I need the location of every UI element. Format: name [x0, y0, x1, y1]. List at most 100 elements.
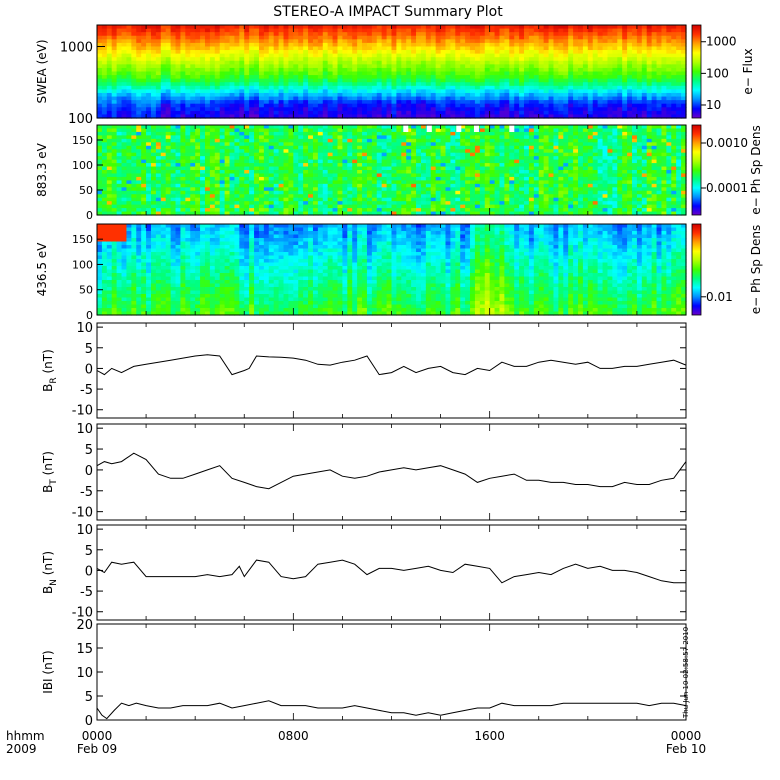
heatmap-cell: [180, 180, 186, 185]
heatmap-cell: [303, 92, 309, 98]
heatmap-cell: [411, 78, 417, 83]
heatmap-cell: [578, 46, 584, 51]
heatmap-cell: [376, 183, 383, 188]
heatmap-cell: [681, 82, 687, 87]
heatmap-cell: [396, 173, 402, 178]
heatmap-cell: [224, 92, 231, 98]
heatmap-cell: [170, 142, 177, 147]
heatmap-cell: [278, 197, 285, 202]
heatmap-cell: [396, 42, 402, 48]
heatmap-cell: [681, 75, 687, 80]
heatmap-cell: [150, 131, 157, 136]
heatmap-cell: [568, 107, 574, 112]
heatmap-cell: [371, 100, 378, 105]
heatmap-cell: [111, 170, 118, 175]
heatmap-cell: [185, 110, 191, 116]
heatmap-cell: [406, 110, 412, 116]
heatmap-cell: [352, 125, 358, 130]
heatmap-cell: [170, 156, 177, 161]
heatmap-cell: [386, 173, 393, 178]
heatmap-cell: [293, 107, 299, 112]
heatmap-cell: [209, 25, 216, 30]
heatmap-cell: [209, 114, 216, 119]
heatmap-cell: [622, 96, 628, 101]
heatmap-cell: [528, 96, 535, 101]
heatmap-cell: [155, 96, 162, 101]
heatmap-cell: [411, 46, 417, 51]
heatmap-cell: [303, 163, 309, 168]
heatmap-cell: [185, 64, 191, 69]
heatmap-cell: [671, 28, 677, 33]
heatmap-cell: [440, 85, 447, 90]
heatmap-cell: [411, 89, 417, 94]
heatmap-cell: [347, 78, 353, 83]
heatmap-cell: [273, 135, 280, 140]
heatmap-cell: [386, 204, 393, 209]
heatmap-cell: [666, 57, 672, 62]
heatmap-cell: [465, 75, 471, 80]
heatmap-cell: [352, 53, 358, 58]
heatmap-cell: [97, 107, 103, 112]
heatmap-cell: [430, 190, 437, 195]
heatmap-cell: [263, 53, 270, 58]
heatmap-cell: [175, 71, 182, 76]
heatmap-cell: [411, 53, 417, 58]
heatmap-cell: [528, 92, 535, 98]
heatmap-cell: [362, 110, 368, 116]
heatmap-cell: [371, 163, 378, 168]
heatmap-cell: [460, 28, 466, 33]
heatmap-cell: [283, 142, 290, 147]
heatmap-cell: [327, 152, 334, 157]
heatmap-cell: [420, 78, 427, 83]
heatmap-cell: [573, 89, 579, 94]
heatmap-cell: [239, 131, 245, 136]
heatmap-cell: [180, 35, 186, 40]
heatmap-cell: [347, 28, 353, 33]
heatmap-cell: [401, 145, 407, 150]
heatmap-cell: [244, 64, 250, 69]
heatmap-cell: [416, 71, 422, 76]
heatmap-cell: [97, 100, 103, 105]
heatmap-cell: [578, 57, 584, 62]
heatmap-cell: [587, 107, 594, 112]
heatmap-cell: [450, 75, 456, 80]
heatmap-cell: [126, 114, 132, 119]
heatmap-cell: [283, 183, 290, 188]
heatmap-cell: [381, 75, 388, 80]
heatmap-cell: [263, 125, 270, 130]
heatmap-cell: [263, 82, 270, 87]
heatmap-cell: [97, 135, 103, 140]
heatmap-cell: [273, 32, 280, 37]
heatmap-cell: [450, 78, 456, 83]
heatmap-cell: [366, 110, 373, 116]
heatmap-cell: [278, 208, 285, 213]
heatmap-cell: [347, 211, 353, 216]
heatmap-cell: [165, 176, 172, 181]
heatmap-cell: [200, 82, 206, 87]
heatmap-cell: [170, 64, 177, 69]
heatmap-cell: [150, 35, 157, 40]
heatmap-cell: [204, 96, 211, 101]
heatmap-cell: [347, 35, 353, 40]
heatmap-cell: [578, 100, 584, 105]
heatmap-cell: [97, 57, 103, 62]
heatmap-cell: [420, 50, 427, 55]
heatmap-cell: [190, 197, 196, 202]
heatmap-cell: [509, 103, 515, 108]
heatmap-cell: [283, 156, 290, 161]
heatmap-cell: [391, 170, 398, 175]
heatmap-cell: [322, 128, 329, 133]
heatmap-cell: [268, 176, 275, 181]
heatmap-cell: [141, 42, 147, 48]
heatmap-cell: [254, 25, 260, 30]
heatmap-cell: [273, 100, 280, 105]
heatmap-cell: [627, 75, 633, 80]
heatmap-cell: [131, 166, 137, 171]
heatmap-cell: [666, 110, 672, 116]
heatmap-cell: [435, 89, 442, 94]
heatmap-cell: [141, 142, 147, 147]
heatmap-cell: [327, 46, 334, 51]
heatmap-cell: [602, 114, 609, 119]
heatmap-cell: [195, 131, 201, 136]
heatmap-cell: [200, 180, 206, 185]
